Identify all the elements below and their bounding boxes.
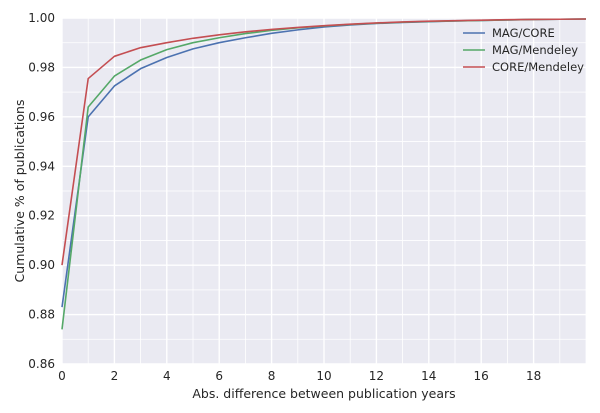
- x-tick-label: 8: [268, 369, 276, 383]
- x-tick-label: 6: [215, 369, 223, 383]
- x-tick-label: 18: [526, 369, 541, 383]
- x-tick-label: 14: [421, 369, 436, 383]
- x-tick-label: 2: [111, 369, 119, 383]
- y-tick-label: 0.98: [28, 60, 55, 74]
- y-tick-label: 1.00: [28, 11, 55, 25]
- x-tick-label: 10: [316, 369, 331, 383]
- x-tick-label: 4: [163, 369, 171, 383]
- x-tick-label: 0: [58, 369, 66, 383]
- y-tick-label: 0.88: [28, 308, 55, 322]
- y-tick-label: 0.94: [28, 159, 55, 173]
- y-tick-label: 0.86: [28, 357, 55, 371]
- y-tick-labels: 0.86 0.88 0.90 0.92 0.94 0.96 0.98 1.00: [28, 11, 55, 371]
- x-axis-label: Abs. difference between publication year…: [192, 386, 455, 401]
- y-tick-label: 0.96: [28, 110, 55, 124]
- legend: MAG/CORE MAG/Mendeley CORE/Mendeley: [463, 26, 584, 74]
- x-tick-label: 16: [474, 369, 489, 383]
- series-lines: [61, 18, 587, 330]
- x-tick-label: 12: [369, 369, 384, 383]
- y-tick-label: 0.90: [28, 258, 55, 272]
- y-tick-label: 0.92: [28, 209, 55, 223]
- x-tick-labels: 0 2 4 6 8 10 12 14 16 18: [58, 369, 541, 383]
- legend-label: MAG/Mendeley: [492, 43, 578, 57]
- legend-label: MAG/CORE: [492, 26, 555, 40]
- y-axis-label: Cumulative % of publications: [12, 100, 27, 283]
- legend-label: CORE/Mendeley: [492, 60, 584, 74]
- series-line-core-mendeley: [61, 18, 587, 266]
